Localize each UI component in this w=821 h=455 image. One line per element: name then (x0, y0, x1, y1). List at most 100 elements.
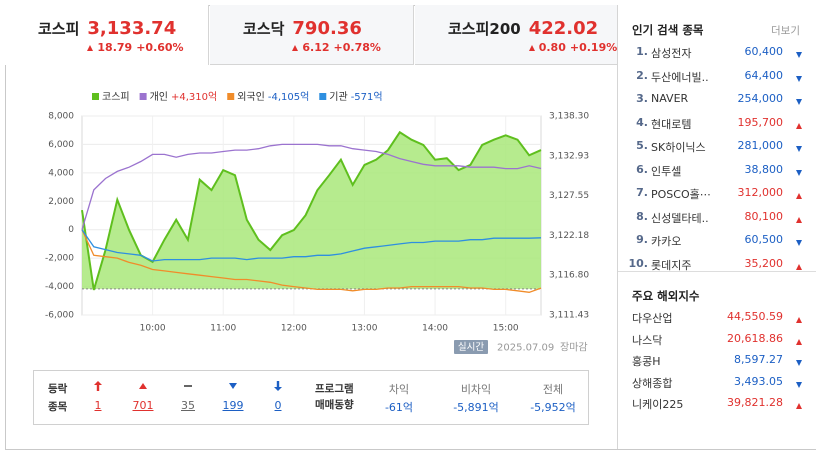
index-value: 44,550.59 (727, 310, 783, 323)
market-summary: 등락 종목 1 701 35 199 0 프로그램 매매동향 차익 -61억 비차익 -5,891억 전체… (33, 370, 589, 425)
index-name: 상해종합 (632, 376, 673, 390)
popular-row[interactable]: 7. POSCO홀⋯ 312,000 (618, 186, 816, 202)
breadth-item: 1 (86, 381, 110, 412)
stock-name: NAVER (651, 92, 689, 105)
price: 281,000 (737, 139, 784, 152)
legend-swatch (319, 93, 327, 100)
change-amount: 18.79 (97, 41, 133, 54)
breadth-item: 199 (221, 381, 245, 412)
legend-swatch (92, 93, 99, 100)
price: 38,800 (744, 162, 784, 176)
popular-row[interactable]: 3. NAVER 254,000 (618, 92, 816, 108)
popular-row[interactable]: 9. 카카오 60,500 (618, 233, 816, 249)
rank: 2. (636, 68, 648, 82)
popular-row[interactable]: 4. 현대로템 195,700 (618, 116, 816, 132)
index-tab[interactable]: 코스피 3,133.74 18.79 +0.60% (5, 5, 209, 65)
arrow-wrap (796, 142, 802, 155)
divider (618, 271, 816, 272)
index-name: 코스피 (38, 20, 80, 38)
y-tick-label: -2,000 (45, 254, 74, 264)
popular-row[interactable]: 1. 삼성전자 60,400 (618, 45, 816, 61)
index-tab[interactable]: 코스닥 790.36 6.12 +0.78% (210, 5, 414, 65)
legend-label: 외국인 (237, 91, 265, 103)
arrow-icon (796, 360, 802, 366)
arrow-wrap (796, 335, 802, 348)
change-amount: 0.80 (538, 41, 566, 54)
popular-row[interactable]: 2. 두산에너빌.. 64,400 (618, 69, 816, 85)
arrow-wrap (796, 399, 802, 412)
stock-name: 삼성전자 (651, 47, 692, 60)
arrow-wrap (796, 95, 802, 108)
legend-label: 개인 (150, 91, 168, 103)
line (81, 143, 542, 230)
program-title: 매매동향 (315, 399, 354, 411)
breadth-icon (139, 383, 147, 389)
breadth-count[interactable]: 35 (181, 399, 195, 412)
breadth-count[interactable]: 0 (274, 399, 282, 412)
icon-wrap (131, 381, 155, 393)
index-tab[interactable]: 코스피200 422.02 0.80 +0.19% (415, 5, 619, 65)
breadth-count[interactable]: 701 (132, 399, 154, 412)
line (81, 130, 542, 291)
y-tick-label: 0 (68, 225, 74, 235)
breadth-icon (274, 381, 282, 391)
y-tick-label: -4,000 (45, 282, 74, 292)
icon-wrap (266, 381, 290, 393)
rank: 7. (636, 186, 648, 199)
stock-name: 카카오 (651, 235, 682, 248)
legend-value: -4,105억 (268, 91, 309, 103)
index-row[interactable]: 홍콩H 8,597.27 (618, 353, 816, 369)
chart: -6,000 -4,000 -2,000 0 2,000 4,000 6,000 8,000 3… (45, 91, 589, 354)
popular-row[interactable]: 5. SK하이닉스 281,000 (618, 139, 816, 155)
index-change: 0.80 +0.19% (528, 41, 617, 54)
arrow-icon (796, 381, 802, 388)
arrow-icon (796, 193, 802, 199)
program-label: 전체 (542, 383, 564, 396)
popular-row[interactable]: 10. 롯데지주 35,200 (618, 257, 816, 273)
price: 35,200 (744, 256, 784, 270)
stock-name: 두산에너빌.. (651, 70, 709, 84)
section-title: 주요 해외지수 (632, 289, 700, 303)
program-value: -5,952억 (530, 401, 576, 414)
arrow-wrap (796, 378, 802, 391)
price: 195,700 (737, 115, 784, 129)
breadth-item: 701 (131, 381, 155, 412)
breadth-item: 0 (266, 381, 290, 412)
index-row[interactable]: 다우산업 44,550.59 (618, 310, 816, 326)
y-tick-label: 8,000 (48, 112, 74, 122)
breadth-count[interactable]: 199 (222, 399, 244, 412)
arrow-wrap (796, 313, 802, 326)
stock-name: 롯데지주 (651, 258, 692, 272)
legend-label: 기관 (329, 91, 347, 103)
index-value: 39,821.28 (727, 396, 783, 409)
legend-swatch (227, 93, 235, 100)
price: 64,400 (744, 68, 784, 82)
arrow-icon (796, 263, 802, 270)
program-label: 비차익 (460, 383, 492, 396)
stock-name: 현대로템 (651, 117, 692, 131)
price: 60,400 (744, 45, 784, 58)
arrow-icon (796, 122, 802, 129)
index-row[interactable]: 니케이225 39,821.28 (618, 396, 816, 412)
index-name: 코스닥 (243, 20, 285, 38)
y-tick-label: 2,000 (48, 197, 74, 207)
icon-wrap (86, 381, 110, 393)
arrow-icon (796, 240, 802, 246)
legend-label: 코스피 (102, 91, 130, 103)
line (81, 229, 542, 293)
breadth-item: 35 (176, 381, 200, 412)
breadth-icon (94, 381, 102, 391)
popular-row[interactable]: 6. 인투셀 38,800 (618, 163, 816, 179)
index-row[interactable]: 나스닥 20,618.86 (618, 332, 816, 348)
more-link[interactable]: 더보기 (771, 25, 800, 37)
breadth-count[interactable]: 1 (94, 399, 102, 412)
index-row[interactable]: 상해종합 3,493.05 (618, 375, 816, 391)
index-name: 코스피200 (448, 20, 521, 38)
arrow-icon (528, 44, 535, 51)
rank: 5. (636, 139, 648, 152)
popular-row[interactable]: 8. 신성델타테.. 80,100 (618, 210, 816, 226)
index-value: 422.02 (528, 18, 599, 39)
change-amount: 6.12 (302, 41, 330, 54)
breadth-icon (229, 383, 237, 389)
